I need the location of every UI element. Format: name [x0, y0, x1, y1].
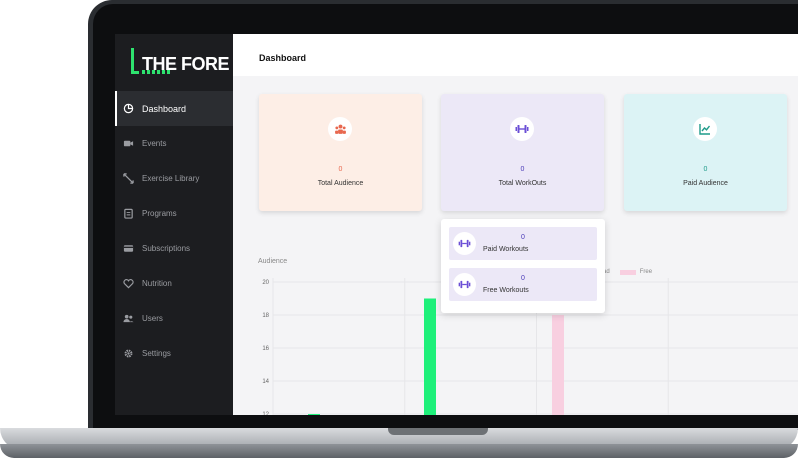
- users-icon: [123, 313, 134, 324]
- laptop-notch: [388, 428, 488, 435]
- card-total-audience[interactable]: 0 Total Audience: [259, 94, 422, 211]
- card-value: 0: [703, 166, 708, 173]
- expand-arrows-icon: [123, 173, 134, 184]
- card-paid-audience[interactable]: 0 Paid Audience: [624, 94, 787, 211]
- brand-name: THE FORE: [142, 54, 230, 74]
- app-screen: THE FORE Dashboard Events Exercise L: [115, 34, 798, 415]
- sidebar-item-label: Nutrition: [142, 279, 172, 288]
- dropdown-item-free-workouts[interactable]: 0 Free Workouts: [449, 268, 597, 301]
- card-value: 0: [520, 166, 525, 173]
- video-camera-icon: [123, 138, 134, 149]
- logo-dots-icon: [142, 70, 172, 74]
- clipboard-icon: [123, 208, 134, 219]
- card-label: Total Audience: [317, 180, 364, 187]
- dropdown-item-value: 0: [521, 234, 525, 241]
- sidebar-item-exercise-library[interactable]: Exercise Library: [115, 161, 233, 196]
- legend-label-paid: ad: [603, 269, 610, 275]
- logo-mark-icon: [131, 48, 139, 74]
- credit-card-icon: [123, 243, 134, 254]
- bar-paid: [308, 414, 320, 415]
- workouts-dropdown: 0 Paid Workouts 0 Free Workouts: [441, 219, 605, 313]
- header: Dashboard: [233, 34, 798, 76]
- y-tick-label: 14: [262, 379, 269, 385]
- dumbbell-icon: [453, 232, 476, 255]
- sidebar-item-label: Exercise Library: [142, 174, 200, 183]
- dumbbell-icon: [510, 117, 534, 141]
- sidebar-item-nutrition[interactable]: Nutrition: [115, 266, 233, 301]
- sidebar-item-settings[interactable]: Settings: [115, 336, 233, 371]
- card-label: Total WorkOuts: [498, 180, 547, 187]
- sidebar-item-users[interactable]: Users: [115, 301, 233, 336]
- sidebar-item-label: Dashboard: [142, 103, 187, 114]
- trending-chart-icon: [693, 117, 717, 141]
- y-tick-label: 16: [262, 346, 269, 352]
- audience-icon: [328, 117, 352, 141]
- brand-logo[interactable]: THE FORE: [131, 48, 230, 74]
- sidebar-item-events[interactable]: Events: [115, 126, 233, 161]
- sidebar-nav: Dashboard Events Exercise Library Progra…: [115, 91, 233, 371]
- dropdown-item-value: 0: [521, 275, 525, 282]
- sidebar-item-label: Settings: [142, 349, 171, 358]
- sidebar-item-label: Events: [142, 139, 167, 148]
- sidebar: THE FORE Dashboard Events Exercise L: [115, 34, 233, 415]
- dropdown-item-label: Paid Workouts: [483, 246, 529, 253]
- chart-title: Audience: [258, 258, 288, 265]
- dropdown-item-label: Free Workouts: [483, 287, 529, 294]
- y-tick-label: 18: [262, 313, 269, 319]
- sidebar-item-label: Users: [142, 314, 163, 323]
- bar-free: [552, 315, 564, 415]
- page-title: Dashboard: [259, 53, 307, 63]
- card-total-workouts[interactable]: 0 Total WorkOuts: [441, 94, 604, 211]
- audience-chart: 20 18 16 14 12: [262, 278, 798, 415]
- sidebar-item-label: Programs: [142, 209, 177, 218]
- sidebar-item-programs[interactable]: Programs: [115, 196, 233, 231]
- card-label: Paid Audience: [683, 180, 728, 187]
- pie-chart-icon: [123, 103, 134, 114]
- heart-icon: [123, 278, 134, 289]
- legend-swatch-free: [619, 269, 636, 275]
- dumbbell-icon: [453, 273, 476, 296]
- chart-legend: ad Free: [603, 269, 652, 275]
- gear-icon: [123, 348, 134, 359]
- y-tick-label: 20: [262, 280, 269, 286]
- sidebar-item-subscriptions[interactable]: Subscriptions: [115, 231, 233, 266]
- bar-paid: [424, 298, 436, 415]
- laptop-base-edge: [0, 444, 798, 458]
- dropdown-item-paid-workouts[interactable]: 0 Paid Workouts: [449, 227, 597, 260]
- sidebar-item-label: Subscriptions: [142, 244, 191, 253]
- sidebar-item-dashboard[interactable]: Dashboard: [115, 91, 233, 126]
- y-tick-label: 12: [262, 412, 269, 415]
- legend-label-free: Free: [639, 269, 653, 275]
- card-value: 0: [338, 166, 343, 173]
